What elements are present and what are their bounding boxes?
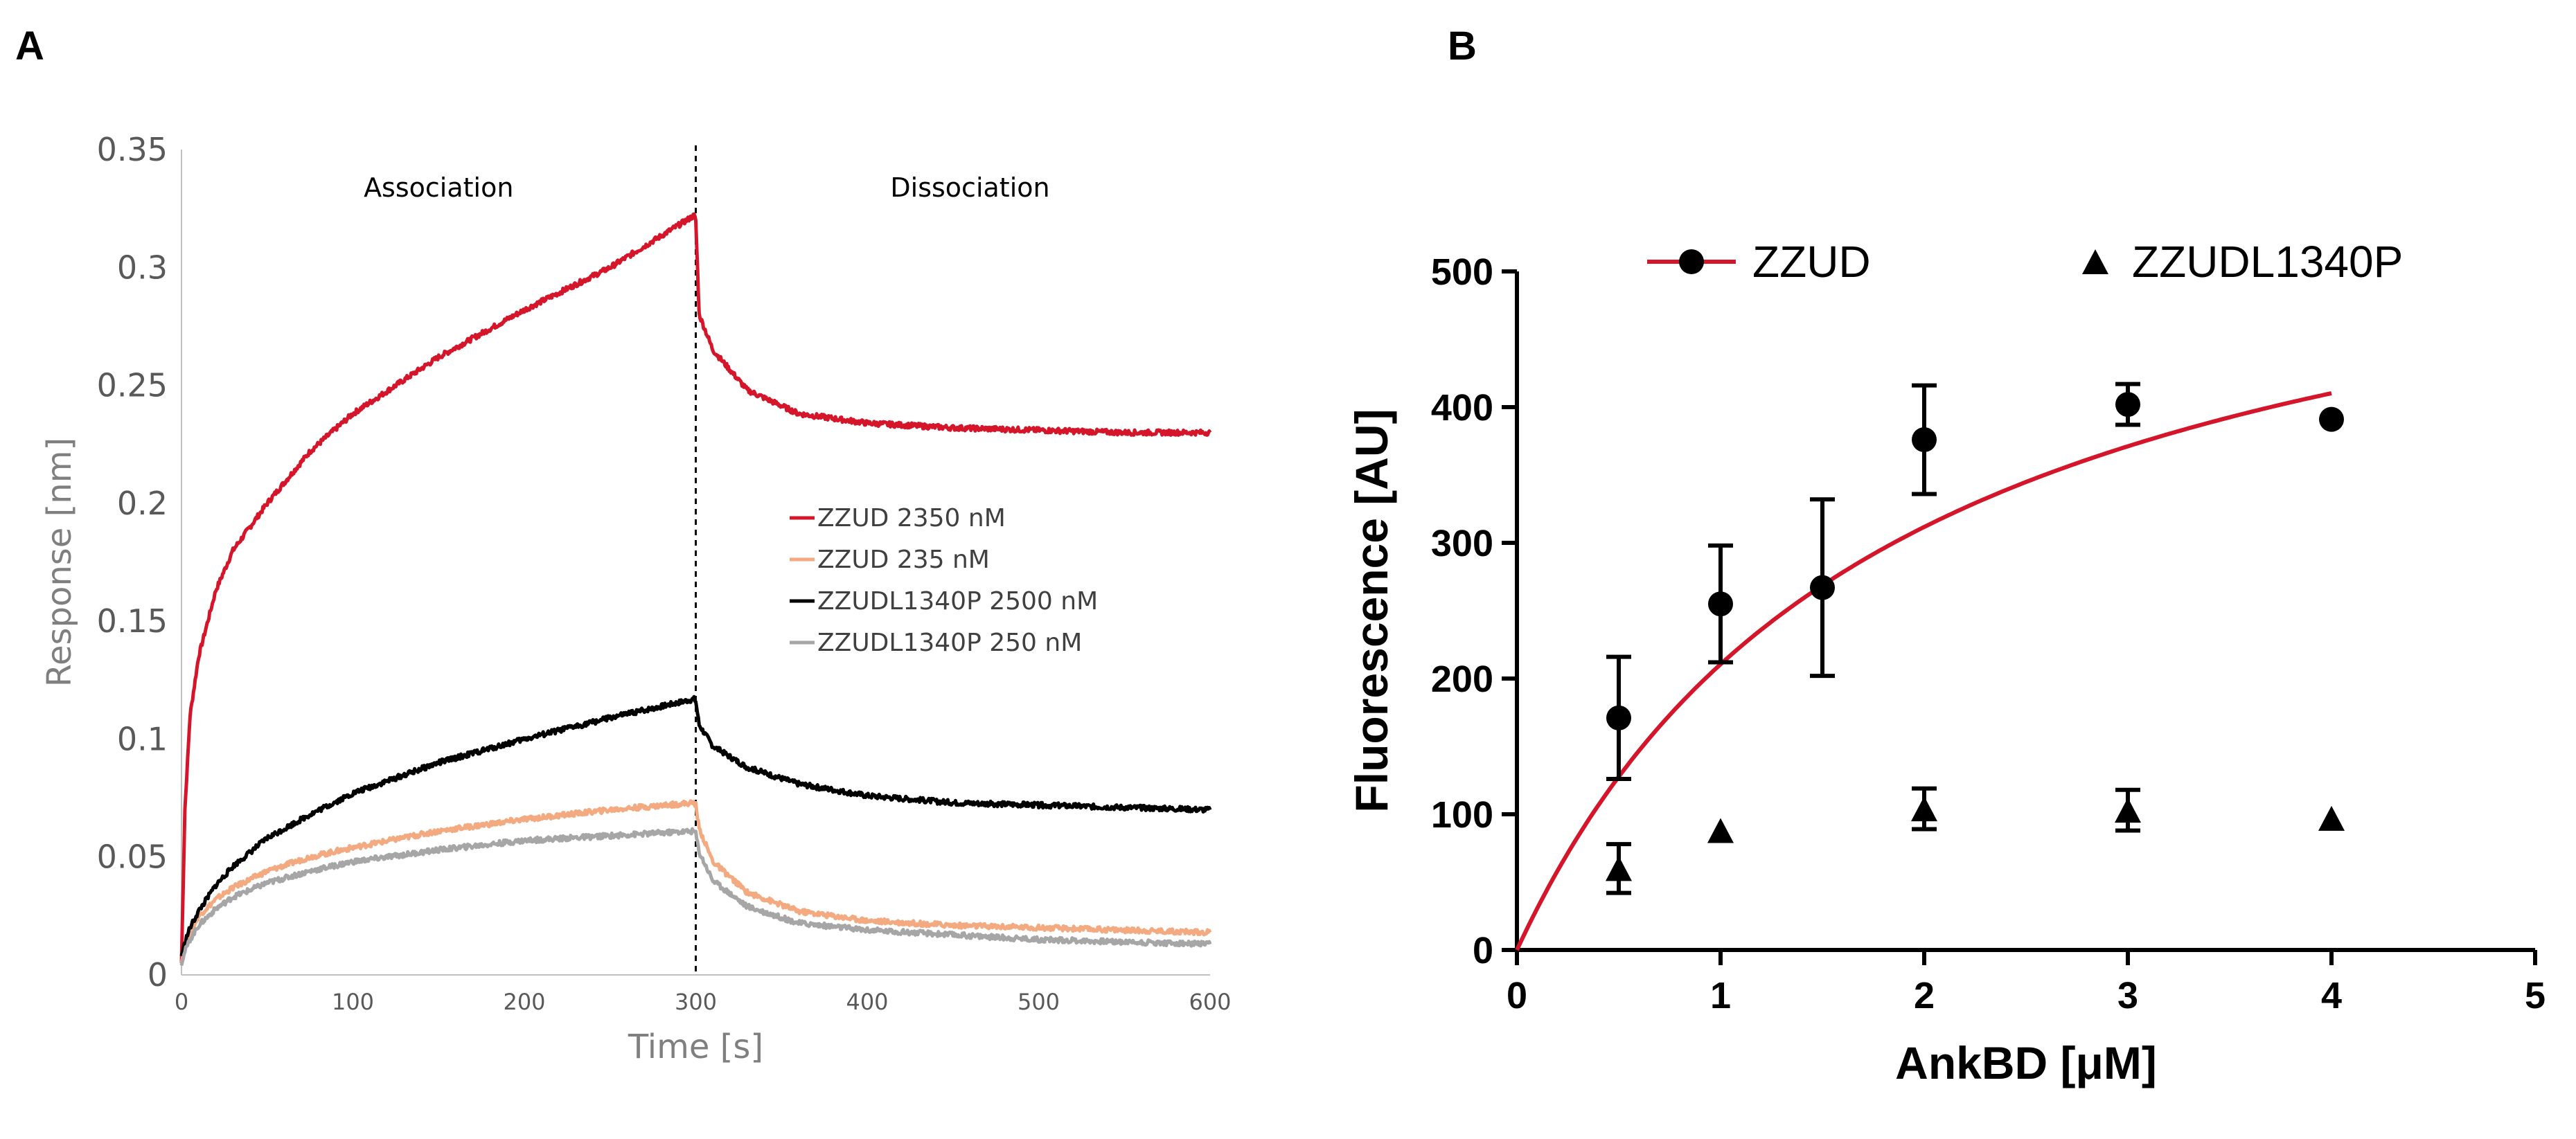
a-x-tick-label: 400 [846, 989, 888, 1015]
b-x-tick-label: 3 [2117, 975, 2138, 1016]
panel-b-letter: B [1448, 24, 1477, 69]
a-x-tick-label: 200 [503, 989, 545, 1015]
b-x-tick-label: 2 [1914, 975, 1935, 1016]
a-x-tick-label: 600 [1189, 989, 1231, 1015]
b-point-triangle [2115, 798, 2141, 823]
a-y-tick-label: 0.3 [117, 249, 168, 286]
b-x-axis-label: AnkBD [μM] [1895, 1037, 2157, 1088]
a-legend-label: ZZUD 2350 nM [817, 504, 1006, 532]
chart-a: 0 0.05 0.1 0.15 0.2 0.25 0.3 0.35 0 100 200 300 400 5… [40, 131, 1232, 1066]
a-y-tick-label: 0.15 [97, 602, 168, 640]
a-x-axis-label: Time [s] [628, 1028, 763, 1066]
a-phase-label: Association [364, 172, 513, 203]
b-y-tick-label: 500 [1431, 251, 1493, 293]
a-series-line [179, 694, 1212, 957]
a-y-axis-label: Response [nm] [40, 438, 79, 687]
a-x-tick-label: 100 [332, 989, 374, 1015]
a-y-tick-label: 0.35 [97, 131, 168, 168]
a-series-line [179, 212, 1212, 964]
b-point-triangle [2318, 805, 2345, 831]
b-y-tick-label: 300 [1431, 523, 1493, 564]
b-point-circle [1708, 591, 1733, 617]
a-y-tick-label: 0.1 [117, 720, 168, 757]
a-y-tick-label: 0.05 [97, 838, 168, 876]
b-point-circle [1912, 427, 1937, 453]
b-y-tick-label: 0 [1473, 930, 1493, 971]
a-x-tick-label: 0 [175, 989, 188, 1015]
a-legend-label: ZZUDL1340P 250 nM [817, 629, 1082, 657]
b-point-circle [1810, 575, 1835, 600]
b-point-triangle [1911, 796, 1937, 822]
b-legend-label: ZZUDL1340P [2132, 237, 2403, 287]
panel-a-letter: A [15, 24, 44, 69]
a-phase-label: Dissociation [890, 172, 1049, 203]
b-legend-label: ZZUD [1752, 237, 1871, 287]
chart-b: 0 100 200 300 400 500 0 1 2 3 4 5 AnkBD [μM] Fluoresc… [1346, 237, 2546, 1088]
b-x-tick-label: 0 [1507, 975, 1527, 1016]
b-x-tick-label: 1 [1710, 975, 1731, 1016]
a-x-tick-label: 300 [675, 989, 717, 1015]
b-legend-circle-marker [1679, 249, 1704, 274]
b-point-circle [2115, 392, 2140, 418]
b-legend-triangle-marker [2082, 249, 2108, 274]
a-series-line [179, 827, 1212, 966]
b-y-tick-label: 400 [1431, 387, 1493, 429]
a-y-tick-label: 0.25 [97, 367, 168, 404]
a-legend-label: ZZUD 235 nM [817, 546, 990, 574]
b-y-tick-label: 200 [1431, 658, 1493, 700]
b-point-triangle [1606, 856, 1632, 881]
a-x-tick-label: 500 [1018, 989, 1060, 1015]
a-y-tick-label: 0.2 [117, 485, 168, 522]
b-point-circle [2319, 406, 2344, 432]
b-y-tick-label: 100 [1431, 794, 1493, 836]
b-x-tick-label: 4 [2321, 975, 2342, 1016]
b-point-triangle [1707, 818, 1734, 843]
a-legend-label: ZZUDL1340P 2500 nM [817, 587, 1098, 616]
a-y-tick-label: 0 [148, 956, 168, 994]
b-point-circle [1606, 705, 1631, 730]
a-series-line [179, 799, 1212, 964]
b-x-tick-label: 5 [2525, 975, 2546, 1016]
b-y-axis-label: Fluorescence [AU] [1346, 409, 1397, 812]
b-fit-curve [1515, 391, 2332, 951]
